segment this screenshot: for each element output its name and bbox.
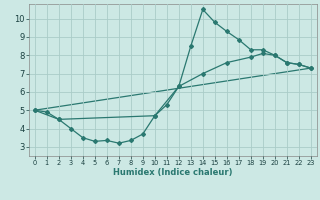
X-axis label: Humidex (Indice chaleur): Humidex (Indice chaleur): [113, 168, 233, 177]
